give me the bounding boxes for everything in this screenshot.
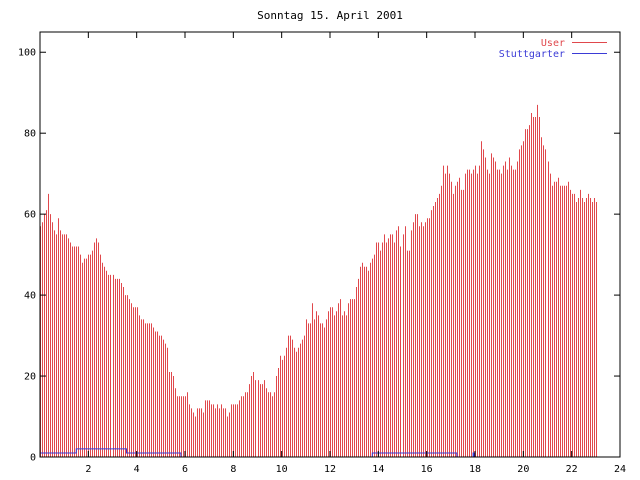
- legend-label-stuttgarter: Stuttgarter: [499, 49, 565, 60]
- x-tick-label: 8: [230, 464, 236, 475]
- x-tick-label: 22: [566, 464, 578, 475]
- y-tick-label: 20: [24, 372, 36, 383]
- x-tick-label: 10: [276, 464, 288, 475]
- y-tick-label: 100: [18, 48, 36, 59]
- x-tick-label: 6: [182, 464, 188, 475]
- stuttgarter-line: [40, 448, 620, 458]
- x-tick-label: 18: [469, 464, 481, 475]
- x-tick-label: 20: [517, 464, 529, 475]
- x-tick-label: 4: [134, 464, 140, 475]
- x-tick-label: 24: [614, 464, 626, 475]
- legend: User Stuttgarter: [499, 38, 607, 60]
- chart-title: Sonntag 15. April 2001: [257, 9, 403, 22]
- legend-label-user: User: [541, 38, 565, 49]
- x-tick-label: 14: [372, 464, 384, 475]
- y-tick-label: 0: [30, 453, 36, 464]
- y-tick-label: 80: [24, 129, 36, 140]
- y-tick-label: 60: [24, 210, 36, 221]
- x-tick-label: 2: [85, 464, 91, 475]
- x-tick-label: 12: [324, 464, 336, 475]
- x-tick-label: 16: [421, 464, 433, 475]
- stuttgarter-series-line: [40, 448, 620, 458]
- y-tick-label: 40: [24, 291, 36, 302]
- user-bars: [40, 104, 597, 457]
